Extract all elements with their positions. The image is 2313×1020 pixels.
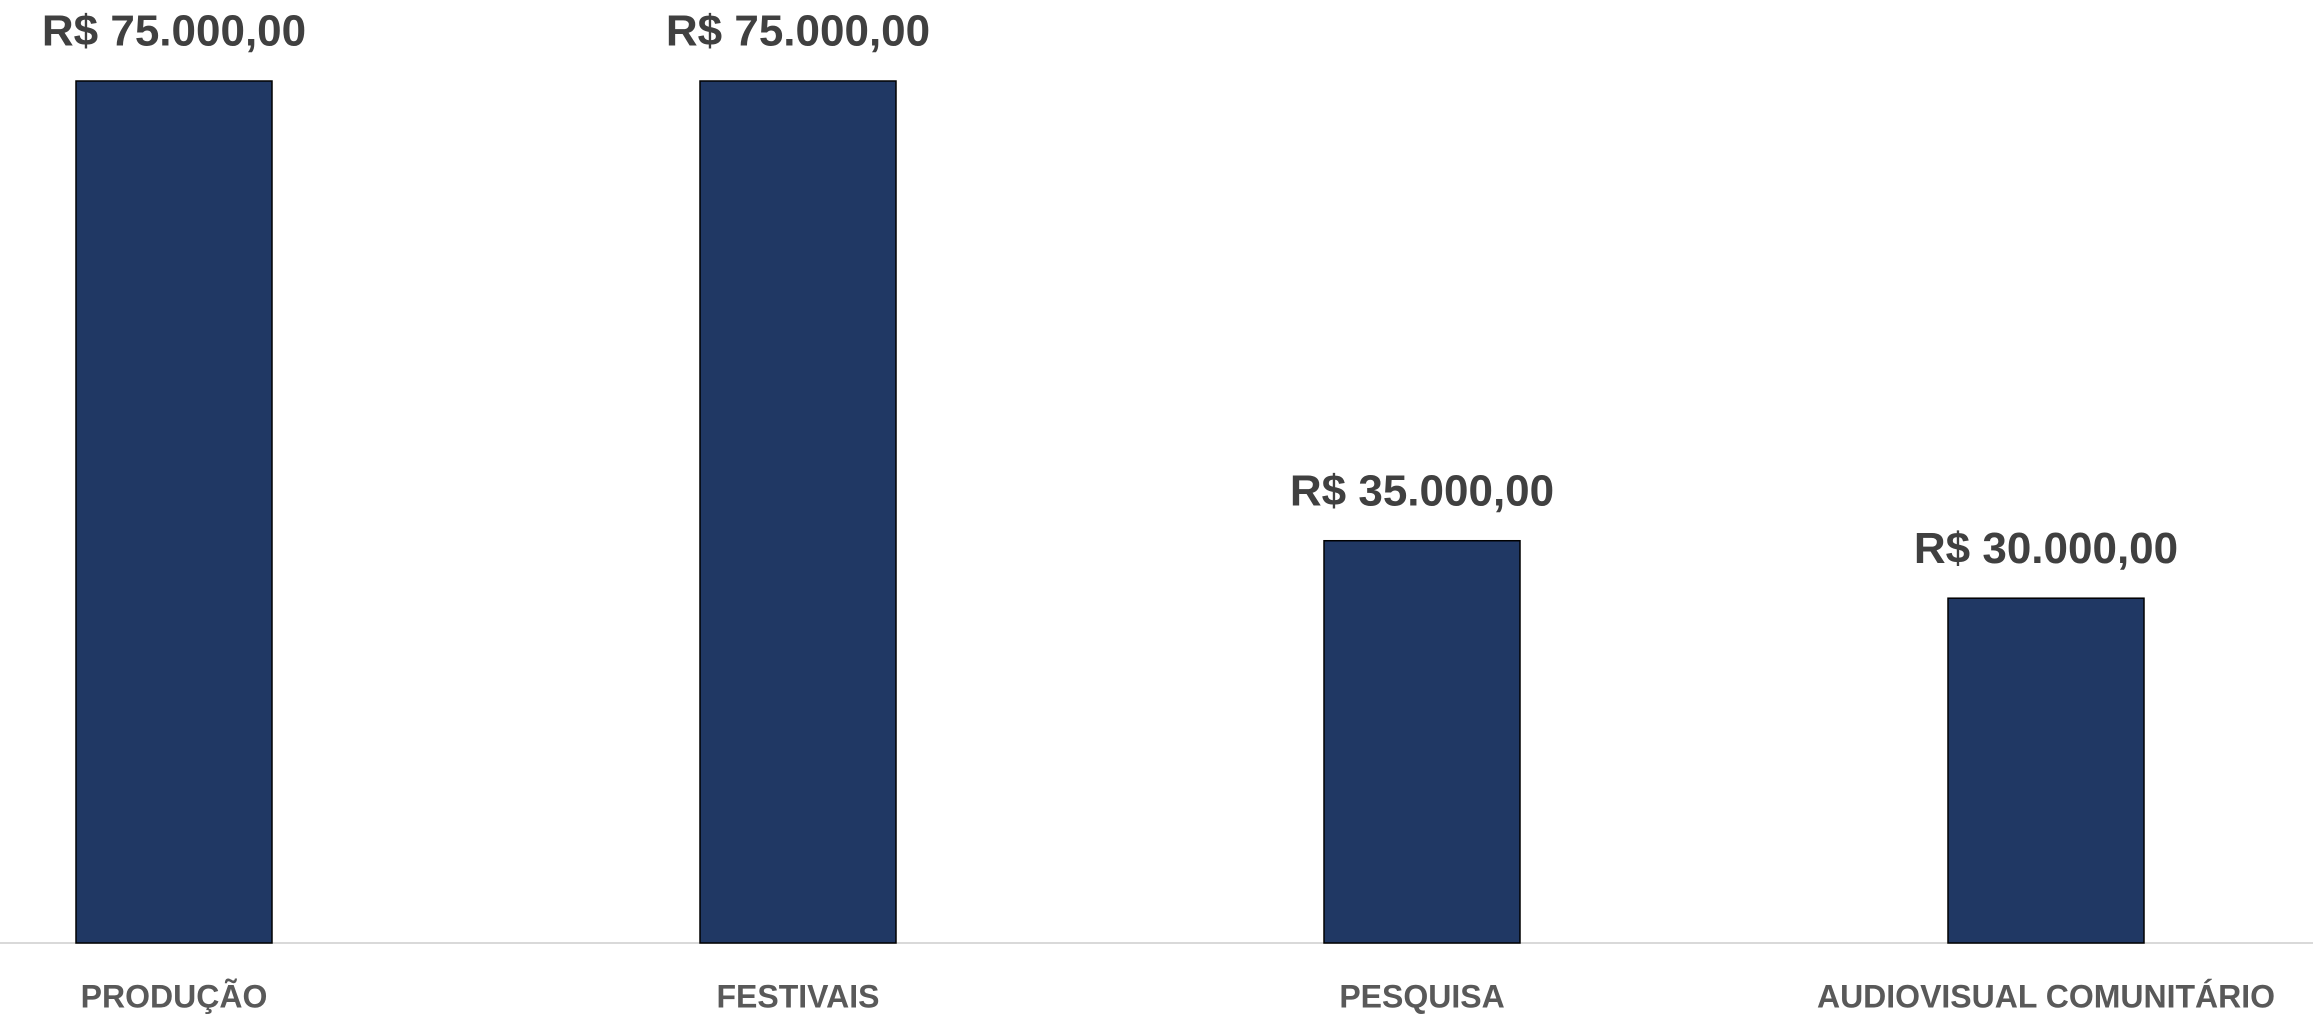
- value-label: R$ 35.000,00: [1290, 466, 1554, 515]
- bar: [699, 80, 897, 944]
- x-tick-label: PESQUISA: [1339, 978, 1504, 1014]
- x-tick-label: PRODUÇÃO: [81, 978, 268, 1014]
- bar: [1323, 539, 1521, 944]
- bar: [75, 80, 273, 944]
- value-label: R$ 30.000,00: [1914, 524, 2178, 573]
- value-label: R$ 75.000,00: [666, 7, 930, 56]
- value-label: R$ 75.000,00: [42, 7, 306, 56]
- x-tick-label: AUDIOVISUAL COMUNITÁRIO: [1817, 978, 2275, 1014]
- x-tick-label: FESTIVAIS: [717, 978, 880, 1014]
- bar: [1947, 597, 2145, 944]
